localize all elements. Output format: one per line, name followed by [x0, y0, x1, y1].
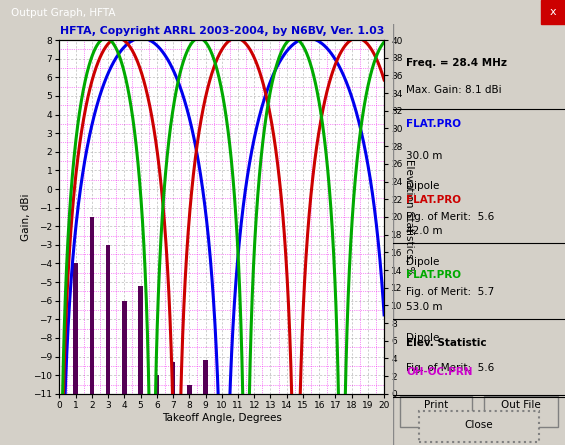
Text: FLAT.PRO: FLAT.PRO [406, 195, 462, 205]
Text: Fig. of Merit:  5.6: Fig. of Merit: 5.6 [406, 363, 495, 373]
Bar [154, 375, 159, 394]
Text: Close: Close [464, 421, 493, 430]
Bar [187, 384, 192, 394]
FancyBboxPatch shape [419, 411, 539, 442]
Text: Print: Print [424, 400, 448, 410]
Text: Elev. Statistic: Elev. Statistic [406, 338, 487, 348]
Title: HFTA, Copyright ARRL 2003-2004, by N6BV, Ver. 1.03: HFTA, Copyright ARRL 2003-2004, by N6BV,… [59, 27, 384, 36]
Text: Fig. of Merit:  5.7: Fig. of Merit: 5.7 [406, 287, 495, 297]
Text: FLAT.PRO: FLAT.PRO [406, 119, 462, 129]
Bar [73, 263, 78, 394]
Text: Freq. = 28.4 MHz: Freq. = 28.4 MHz [406, 58, 507, 68]
Text: 53.0 m: 53.0 m [406, 302, 443, 312]
Y-axis label: Gain, dBi: Gain, dBi [20, 193, 31, 241]
Bar [138, 286, 143, 394]
Text: 30.0 m: 30.0 m [406, 150, 443, 161]
Bar [203, 360, 208, 394]
X-axis label: Takeoff Angle, Degrees: Takeoff Angle, Degrees [162, 413, 282, 423]
Text: Max. Gain: 8.1 dBi: Max. Gain: 8.1 dBi [406, 85, 502, 95]
Text: Dipole: Dipole [406, 257, 440, 267]
FancyBboxPatch shape [399, 396, 472, 427]
Bar [219, 394, 224, 403]
Text: x: x [550, 7, 556, 17]
Text: Out File: Out File [501, 400, 541, 410]
Bar [541, 0, 565, 24]
Text: Fig. of Merit:  5.6: Fig. of Merit: 5.6 [406, 212, 495, 222]
Bar [122, 301, 127, 394]
Bar [236, 394, 240, 409]
Text: FLAT.PRO: FLAT.PRO [406, 271, 462, 280]
Text: 42.0 m: 42.0 m [406, 227, 443, 236]
Bar [106, 245, 110, 394]
Text: Dipole: Dipole [406, 333, 440, 343]
Bar [171, 362, 175, 394]
Text: Output Graph, HFTA: Output Graph, HFTA [11, 8, 116, 18]
Bar [89, 217, 94, 394]
Y-axis label: Elevation Statistics, %: Elevation Statistics, % [404, 159, 414, 275]
Text: Dipole: Dipole [406, 181, 440, 191]
Text: OH-OC.PRN: OH-OC.PRN [406, 367, 473, 377]
FancyBboxPatch shape [484, 396, 558, 427]
